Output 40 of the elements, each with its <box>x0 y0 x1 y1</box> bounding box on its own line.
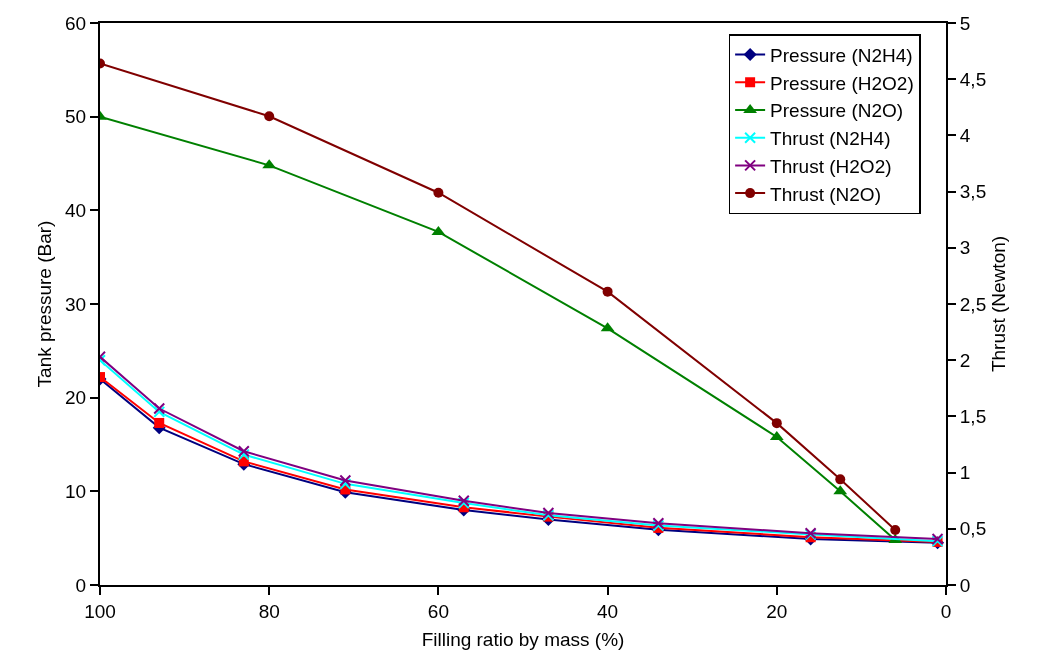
y-tick-label: 20 <box>65 387 87 409</box>
y2-tick-label: 2 <box>959 349 971 371</box>
legend-label: Thrust (N2H4) <box>770 128 891 150</box>
x-tick-label: 60 <box>427 600 449 622</box>
y2-tick-label: 1,5 <box>959 406 987 428</box>
y2-tick-label: 2,5 <box>959 293 987 315</box>
x-tick-label: 40 <box>597 600 619 622</box>
y2-tick-label: 5 <box>959 12 971 34</box>
y2-tick-label: 4 <box>959 125 971 147</box>
point <box>890 524 901 535</box>
y2-tick-label: 0,5 <box>959 518 987 540</box>
y-tick-label: 10 <box>65 480 87 502</box>
y2-tick-label: 1 <box>959 462 971 484</box>
point <box>433 187 444 198</box>
y-tick-label: 0 <box>75 574 87 596</box>
legend-label: Pressure (N2O) <box>770 100 904 122</box>
y-axis-title: Tank pressure (Bar) <box>34 220 55 388</box>
point <box>602 286 613 297</box>
legend-label: Thrust (H2O2) <box>770 155 892 177</box>
y-tick-label: 40 <box>65 199 87 221</box>
legend-label: Pressure (N2H4) <box>770 45 913 66</box>
legend-label: Thrust (N2O) <box>770 183 881 205</box>
point <box>771 418 782 429</box>
point <box>264 111 275 122</box>
x-axis-title: Filling ratio by mass (%) <box>421 629 625 651</box>
legend-label: Pressure (H2O2) <box>770 72 914 94</box>
y2-axis-title: Thrust (Newton) <box>988 235 1010 373</box>
y2-tick-label: 3 <box>959 237 971 259</box>
point <box>154 417 165 428</box>
y2-tick-label: 4,5 <box>959 68 987 90</box>
y2-tick-label: 3,5 <box>959 181 987 203</box>
point <box>835 474 846 485</box>
x-tick-label: 80 <box>258 600 280 622</box>
x-tick-label: 0 <box>940 600 952 622</box>
x-tick-label: 20 <box>766 600 788 622</box>
y2-tick-label: 0 <box>959 574 971 596</box>
y-tick-label: 50 <box>65 106 87 128</box>
y-tick-label: 30 <box>65 293 87 315</box>
y-tick-label: 60 <box>65 12 87 34</box>
x-tick-label: 100 <box>84 600 116 622</box>
